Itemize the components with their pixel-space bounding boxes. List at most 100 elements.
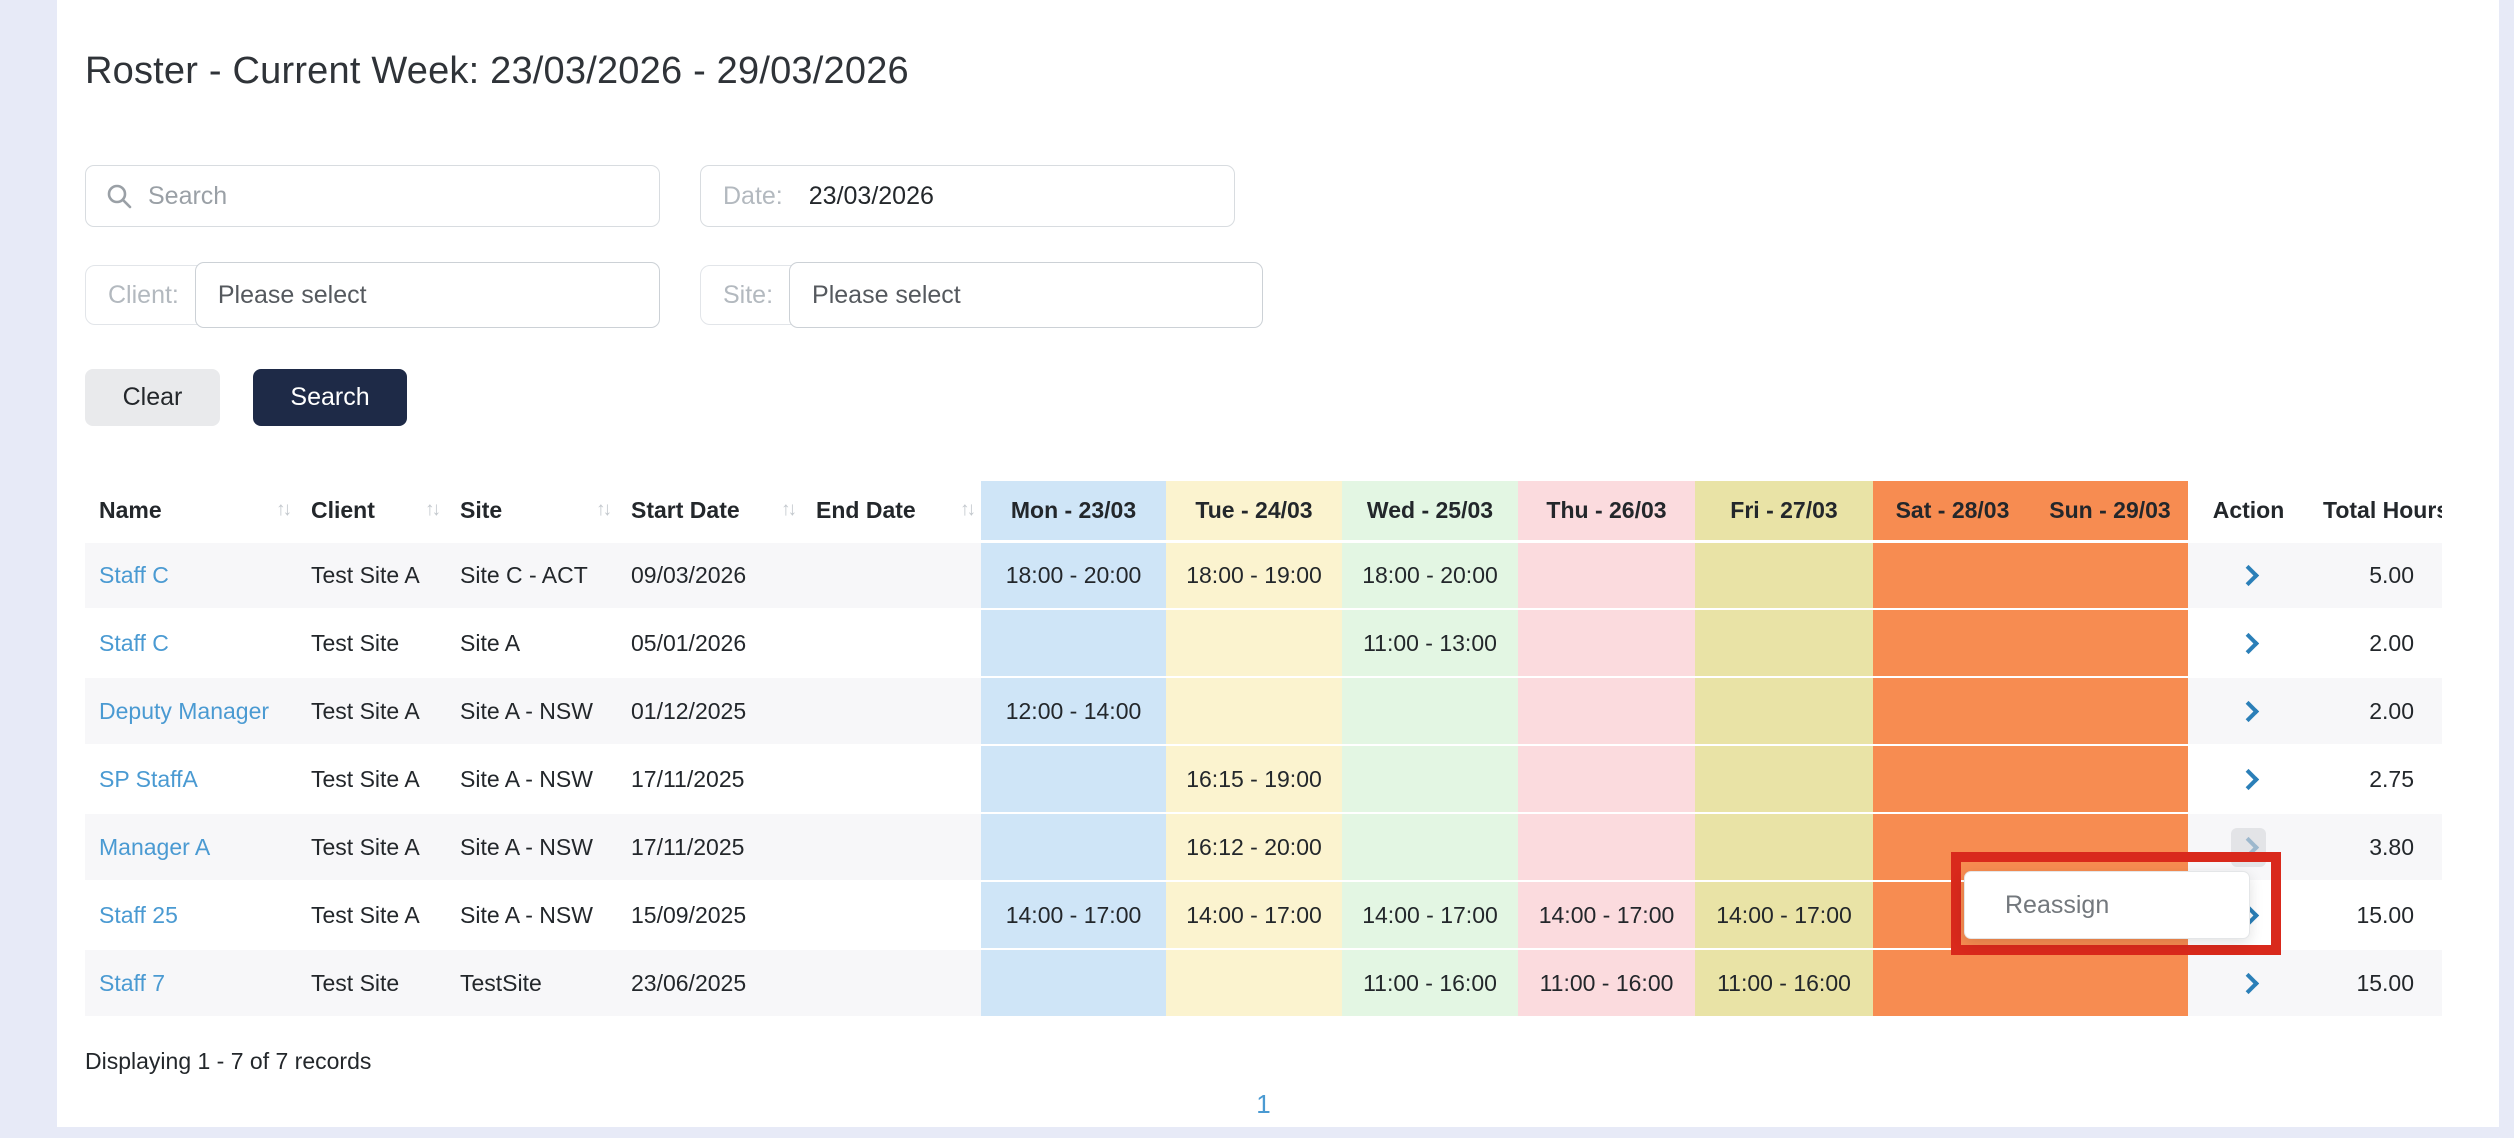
shift-cell-wed (1342, 677, 1518, 746)
end-date-cell (802, 541, 981, 610)
shift-cell-wed: 14:00 - 17:00 (1342, 881, 1518, 950)
staff-name-link[interactable]: Staff C (99, 629, 169, 656)
table-row: Staff 7 Test Site TestSite 23/06/2025 11… (85, 949, 2442, 1018)
search-button[interactable]: Search (253, 369, 407, 426)
sort-icon[interactable]: ↑↓ (596, 499, 612, 521)
shift-cell-weekend (1873, 813, 2188, 882)
total-hours-cell: 2.00 (2309, 609, 2442, 678)
action-cell (2188, 949, 2309, 1018)
shift-cell-weekend (1873, 541, 2188, 610)
search-input[interactable]: Search (85, 165, 660, 227)
shift-cell-fri (1695, 745, 1873, 814)
staff-name-link[interactable]: Staff 25 (99, 901, 178, 928)
shift-cell-fri (1695, 541, 1873, 610)
staff-name-link[interactable]: Staff 7 (99, 969, 166, 996)
col-header-client[interactable]: Client ↑↓ (297, 481, 446, 543)
records-summary: Displaying 1 - 7 of 7 records (85, 1048, 372, 1074)
page-frame-bottom (0, 1127, 2514, 1138)
site-select[interactable]: Please select (789, 262, 1263, 328)
col-header-thu: Thu - 26/03 (1518, 481, 1695, 543)
shift-cell-wed (1342, 745, 1518, 814)
start-date-cell: 09/03/2026 (617, 541, 802, 610)
action-dropdown-menu: Reassign (1964, 871, 2250, 939)
shift-cell-fri: 14:00 - 17:00 (1695, 881, 1873, 950)
end-date-cell (802, 745, 981, 814)
shift-cell-weekend (1873, 609, 2188, 678)
total-hours-cell: 2.00 (2309, 677, 2442, 746)
end-date-cell (802, 677, 981, 746)
table-row: Staff 25 Test Site A Site A - NSW 15/09/… (85, 881, 2442, 950)
shift-cell-thu (1518, 609, 1695, 678)
shift-cell-thu (1518, 813, 1695, 882)
site-cell: Site A - NSW (446, 745, 617, 814)
search-icon (107, 184, 132, 209)
site-cell: Site A - NSW (446, 813, 617, 882)
site-label: Site: (723, 280, 774, 309)
row-actions-chevron[interactable] (2231, 624, 2266, 663)
page-frame-right (2499, 0, 2514, 1138)
page-1-link[interactable]: 1 (1256, 1089, 1271, 1119)
shift-cell-fri (1695, 609, 1873, 678)
action-cell (2188, 745, 2309, 814)
sort-icon[interactable]: ↑↓ (960, 499, 976, 521)
shift-cell-wed: 11:00 - 16:00 (1342, 949, 1518, 1018)
client-select[interactable]: Please select (194, 262, 660, 328)
filters-row-2: Client: Please select Site: Please selec… (85, 262, 2445, 328)
date-field[interactable]: Date: 23/03/2026 (700, 165, 1235, 227)
client-cell: Test Site A (297, 813, 446, 882)
staff-name-link[interactable]: Deputy Manager (99, 697, 270, 724)
col-header-name[interactable]: Name ↑↓ (85, 481, 297, 543)
table-row: Manager A Test Site A Site A - NSW 17/11… (85, 813, 2442, 882)
date-label: Date: (723, 181, 783, 210)
client-cell: Test Site A (297, 745, 446, 814)
shift-cell-mon (981, 609, 1166, 678)
staff-name-link[interactable]: Manager A (99, 833, 211, 860)
row-actions-chevron[interactable] (2231, 692, 2266, 731)
row-actions-chevron[interactable] (2231, 556, 2266, 595)
start-date-cell: 01/12/2025 (617, 677, 802, 746)
row-actions-chevron[interactable] (2231, 964, 2266, 1003)
site-cell: Site C - ACT (446, 541, 617, 610)
site-cell: Site A - NSW (446, 881, 617, 950)
shift-cell-thu (1518, 677, 1695, 746)
page-frame-left (0, 0, 57, 1138)
col-header-start-date[interactable]: Start Date ↑↓ (617, 481, 802, 543)
filters-row-1: Search Date: 23/03/2026 (85, 165, 2445, 227)
staff-name-link[interactable]: SP StaffA (99, 765, 198, 792)
start-date-cell: 17/11/2025 (617, 745, 802, 814)
total-hours-cell: 5.00 (2309, 541, 2442, 610)
row-actions-chevron[interactable] (2231, 760, 2266, 799)
action-cell (2188, 541, 2309, 610)
shift-cell-fri (1695, 813, 1873, 882)
shift-cell-tue: 14:00 - 17:00 (1166, 881, 1342, 950)
sort-icon[interactable]: ↑↓ (276, 499, 292, 521)
sort-icon[interactable]: ↑↓ (781, 499, 797, 521)
sort-icon[interactable]: ↑↓ (425, 499, 441, 521)
site-cell: Site A - NSW (446, 677, 617, 746)
table-row: Deputy Manager Test Site A Site A - NSW … (85, 677, 2442, 746)
shift-cell-tue: 16:15 - 19:00 (1166, 745, 1342, 814)
reassign-menu-item[interactable]: Reassign (2005, 890, 2110, 919)
shift-cell-thu: 11:00 - 16:00 (1518, 949, 1695, 1018)
table-row: SP StaffA Test Site A Site A - NSW 17/11… (85, 745, 2442, 814)
action-cell (2188, 677, 2309, 746)
col-header-site[interactable]: Site ↑↓ (446, 481, 617, 543)
client-select-value: Please select (217, 280, 367, 309)
col-header-end-date[interactable]: End Date ↑↓ (802, 481, 981, 543)
total-hours-cell: 15.00 (2309, 881, 2442, 950)
shift-cell-mon (981, 745, 1166, 814)
total-hours-cell: 2.75 (2309, 745, 2442, 814)
shift-cell-tue (1166, 609, 1342, 678)
staff-name-link[interactable]: Staff C (99, 561, 169, 588)
roster-table-wrap: Name ↑↓ Client ↑↓ Site ↑↓ Start Date ↑↓ End … (85, 481, 2442, 1018)
client-cell: Test Site (297, 609, 446, 678)
shift-cell-thu (1518, 541, 1695, 610)
site-cell: TestSite (446, 949, 617, 1018)
clear-button[interactable]: Clear (85, 369, 220, 426)
col-header-tue: Tue - 24/03 (1166, 481, 1342, 543)
shift-cell-thu (1518, 745, 1695, 814)
total-hours-cell: 3.80 (2309, 813, 2442, 882)
main-content: Roster - Current Week: 23/03/2026 - 29/0… (85, 0, 2445, 1120)
start-date-cell: 05/01/2026 (617, 609, 802, 678)
shift-cell-mon (981, 949, 1166, 1018)
